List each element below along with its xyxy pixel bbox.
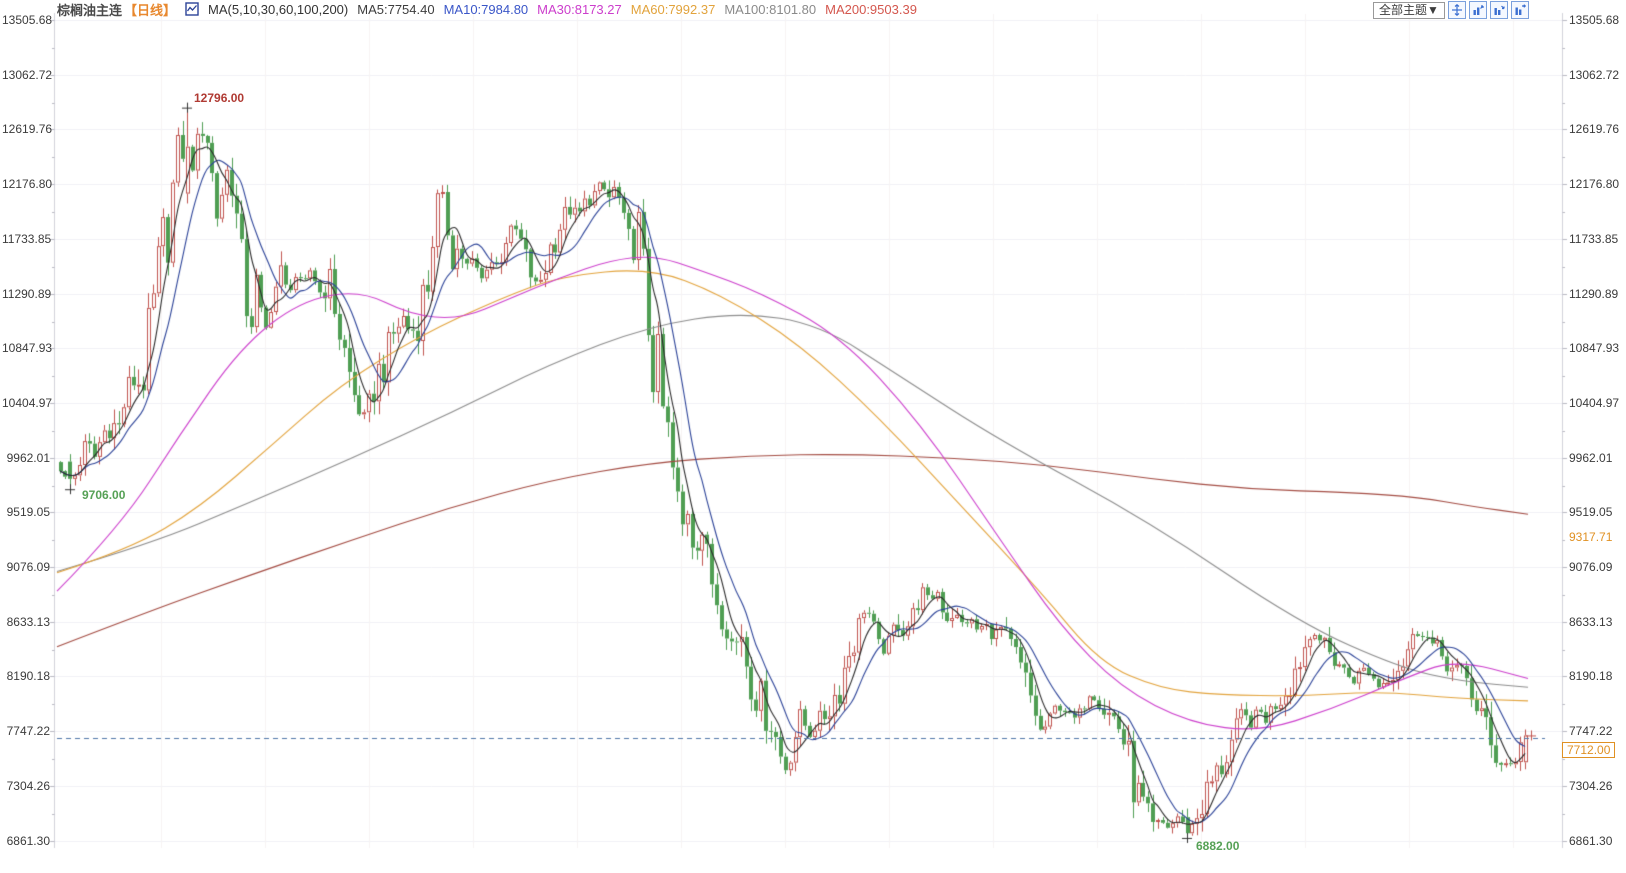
price-axis-label: 12619.76 (2, 122, 53, 137)
price-axis-label: 7747.22 (1569, 724, 1613, 739)
price-axis-label: 10847.93 (1569, 341, 1620, 356)
price-axis-label: 6861.30 (1569, 833, 1613, 848)
candlestick-chart-icon[interactable] (185, 2, 199, 16)
price-axis-label: 13505.68 (1569, 13, 1620, 27)
price-axis-label: 8633.13 (6, 614, 50, 629)
bottom-low-annotation: 6882.00 (1196, 838, 1240, 853)
price-axis-label: 7304.26 (6, 778, 50, 793)
last-price-tag: 7712.00 (1562, 742, 1616, 759)
axis-value-tag: 9317.71 (1569, 530, 1613, 545)
ma-group-label: MA(5,10,30,60,100,200) (208, 1, 349, 17)
price-axis-label: 11290.89 (2, 286, 52, 301)
price-axis-label: 10404.97 (2, 395, 53, 410)
ma5-value: MA5:7754.40 (357, 1, 435, 17)
price-axis-label: 8190.18 (1569, 669, 1613, 684)
price-axis-label: 13505.68 (2, 13, 53, 27)
ma30-value: MA30:8173.27 (537, 1, 622, 17)
price-axis-label: 13062.72 (2, 67, 53, 82)
ma60-value: MA60:7992.37 (630, 1, 716, 17)
price-axis-label: 9962.01 (6, 450, 50, 465)
ma10-value: MA10:7984.80 (443, 1, 529, 17)
price-axis-label: 12619.76 (1569, 122, 1620, 137)
price-axis-label: 8633.13 (1569, 614, 1613, 629)
price-axis-label: 7747.22 (6, 724, 50, 739)
price-axis-label: 9076.09 (1569, 560, 1613, 574)
price-axis-label: 12176.80 (1569, 177, 1620, 192)
start-low-annotation: 9706.00 (82, 488, 126, 503)
price-axis-label: 9076.09 (6, 560, 50, 574)
all-themes-button[interactable]: 全部主题▼ (1373, 1, 1445, 19)
price-axis-label: 11290.89 (1569, 286, 1619, 301)
price-axis-label: 12176.80 (2, 177, 53, 192)
ma200-value: MA200:9503.39 (825, 1, 917, 17)
price-axis-label: 9962.01 (1569, 450, 1613, 465)
high-price-annotation: 12796.00 (194, 90, 245, 105)
toolbar: 全部主题▼ (1373, 1, 1529, 19)
price-axis-label: 9519.05 (1569, 505, 1613, 520)
price-axis-label: 7304.26 (1569, 778, 1613, 793)
ma100-value: MA100:8101.80 (724, 1, 817, 17)
price-axis-label: 13062.72 (1569, 67, 1620, 82)
chart-expand-icon[interactable] (1489, 1, 1508, 19)
price-axis-label: 11733.85 (1569, 231, 1619, 246)
price-axis-label: 9519.05 (6, 505, 50, 520)
price-axis-label: 6861.30 (6, 833, 50, 848)
price-axis-label: 11733.85 (2, 231, 52, 246)
price-axis-label: 10404.97 (1569, 395, 1620, 410)
instrument-name: 棕榈油主连 (57, 2, 123, 18)
move-crosshair-icon[interactable] (1447, 1, 1466, 19)
chart-header: 棕榈油主连 【日线】 MA(5,10,30,60,100,200) MA5:77… (57, 1, 917, 18)
chart-shift-icon[interactable] (1510, 1, 1529, 19)
price-axis-label: 10847.93 (2, 341, 53, 356)
period-label: 【日线】 (124, 2, 177, 18)
chart-compress-icon[interactable] (1468, 1, 1487, 19)
price-axis-label: 8190.18 (6, 669, 50, 684)
